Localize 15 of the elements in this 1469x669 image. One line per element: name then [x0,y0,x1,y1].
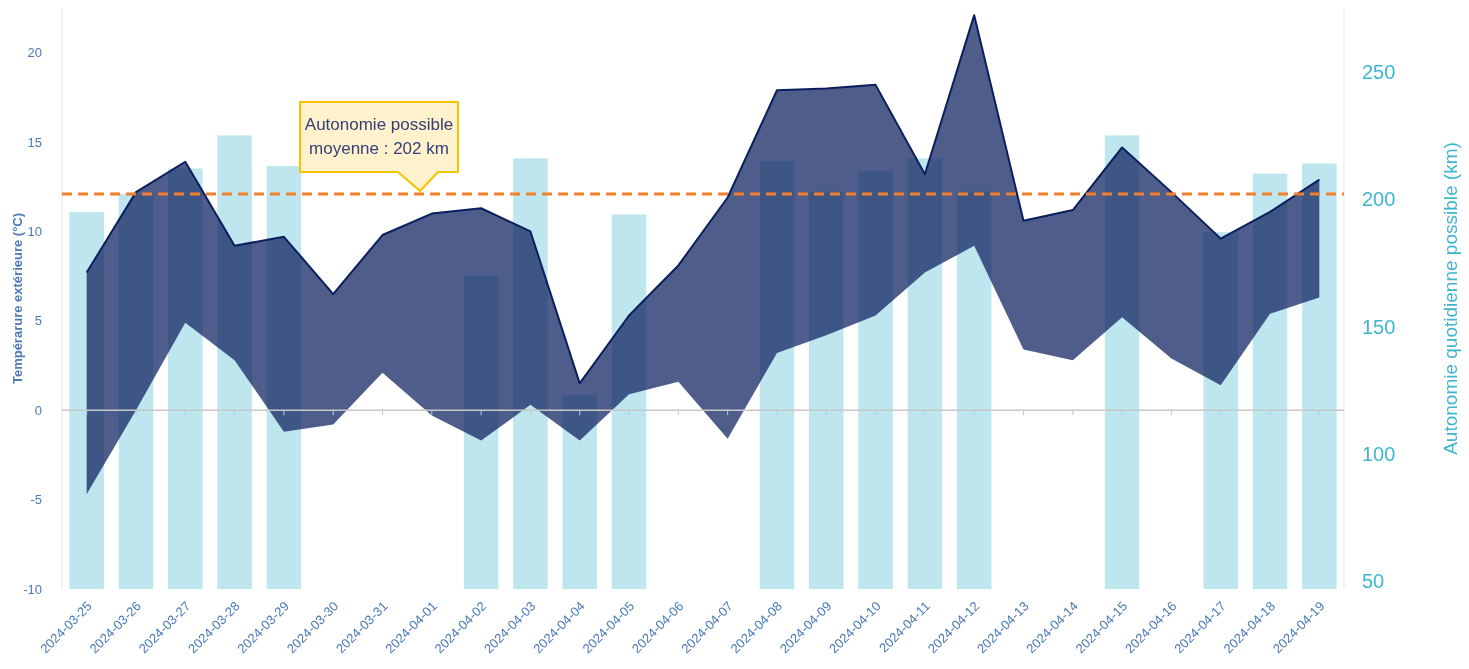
y2-tick-label: 200 [1362,188,1396,211]
y-tick-label: 20 [27,45,42,61]
y-tick-label: 5 [34,313,42,329]
y-tick-label: 10 [27,224,42,240]
y2-tick-label: 100 [1362,442,1396,465]
y-tick-label: 15 [27,134,42,150]
ref-line-label: Autonomie possible moyenne : 202 km [304,115,454,159]
y-tick-label: -5 [30,492,42,508]
y2-tick-label: 250 [1362,60,1396,83]
y-tick-label: 0 [34,402,42,418]
y2-tick-label: 50 [1362,570,1385,593]
y-axis-title: Tempérarure extérieure (°C) [10,212,25,385]
y2-tick-label: 150 [1362,315,1396,338]
y-tick-label: -10 [23,581,42,597]
y2-axis-title: Autonomie quotidienne possible (km) [1440,142,1461,455]
